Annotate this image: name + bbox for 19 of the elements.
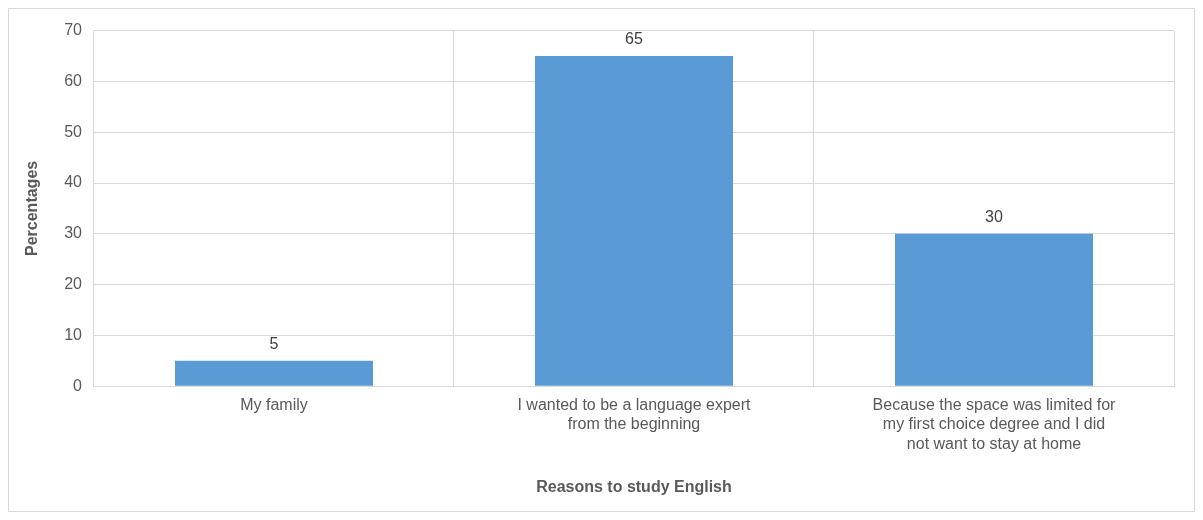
y-tick-label: 40 [64,173,83,191]
y-axis-title: Percentages [23,160,41,256]
y-tick-label: 20 [64,275,83,293]
x-tick-label: I wanted to be a language expert from the beginning [517,396,752,433]
data-label: 30 [985,208,1003,226]
x-axis-title: Reasons to study English [536,477,732,495]
x-tick-label: Because the space was limited for my first choice degree and I did not want to stay at home [872,396,1117,452]
y-tick-label: 50 [64,122,83,140]
y-tick-label: 70 [64,21,83,39]
data-label: 5 [269,335,279,353]
bar [535,56,733,386]
bar [895,233,1093,386]
data-label: 65 [625,30,643,48]
x-tick-label: My family [240,396,308,414]
y-tick-label: 0 [73,376,83,394]
bar [175,360,373,386]
y-tick-label: 60 [64,71,83,89]
y-tick-label: 30 [64,224,83,242]
y-tick-label: 10 [64,325,83,343]
